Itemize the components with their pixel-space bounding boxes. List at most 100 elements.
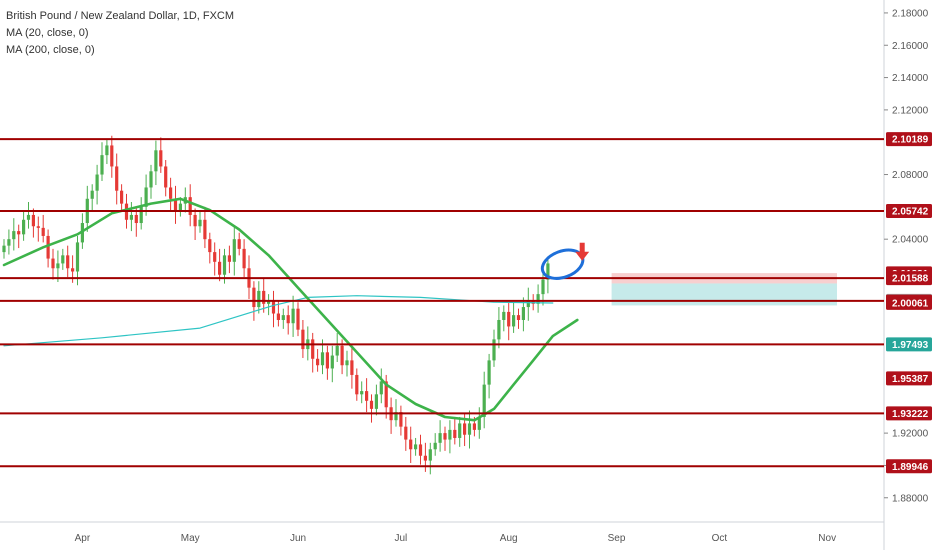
ma20-legend[interactable]: MA (20, close, 0) xyxy=(6,27,89,39)
candle-body[interactable] xyxy=(428,449,432,461)
candle-body[interactable] xyxy=(365,391,369,401)
candle-body[interactable] xyxy=(26,214,31,220)
candle-body[interactable] xyxy=(90,190,94,199)
candle-body[interactable] xyxy=(237,239,241,249)
candle-body[interactable] xyxy=(325,352,329,369)
price-tag[interactable] xyxy=(886,371,932,386)
candle-body[interactable] xyxy=(188,197,192,215)
candle-body[interactable] xyxy=(120,190,124,204)
candle-body[interactable] xyxy=(433,442,437,450)
candle-body[interactable] xyxy=(139,206,143,224)
candle-body[interactable] xyxy=(178,203,182,211)
candle-body[interactable] xyxy=(46,235,50,259)
annotations[interactable] xyxy=(538,242,590,284)
candle-body[interactable] xyxy=(51,258,55,269)
horizontal-levels[interactable] xyxy=(0,138,884,468)
price-tag[interactable] xyxy=(886,459,932,474)
candle-body[interactable] xyxy=(100,155,104,175)
candle-body[interactable] xyxy=(169,187,173,199)
candle-body[interactable] xyxy=(2,245,6,253)
candle-body[interactable] xyxy=(443,433,447,440)
candle-body[interactable] xyxy=(414,444,418,450)
candle-body[interactable] xyxy=(159,150,163,167)
candle-body[interactable] xyxy=(41,227,45,236)
candle-body[interactable] xyxy=(448,429,452,440)
ma200-legend[interactable]: MA (200, close, 0) xyxy=(6,44,95,56)
candle-body[interactable] xyxy=(360,391,364,395)
price-tag[interactable] xyxy=(886,271,932,286)
candle-body[interactable] xyxy=(36,226,40,228)
candle-body[interactable] xyxy=(222,255,227,275)
candle-body[interactable] xyxy=(423,455,427,461)
candle-body[interactable] xyxy=(262,290,266,304)
down-arrow-icon[interactable] xyxy=(575,251,590,261)
candle-body[interactable] xyxy=(242,248,246,269)
candle-body[interactable] xyxy=(467,423,472,435)
candle-body[interactable] xyxy=(384,381,388,408)
candle-body[interactable] xyxy=(257,290,261,308)
candle-body[interactable] xyxy=(399,412,403,427)
candle-body[interactable] xyxy=(355,374,359,395)
symbol-title[interactable]: British Pound / New Zealand Dollar, 1D, … xyxy=(6,10,235,22)
candle-body[interactable] xyxy=(271,300,276,314)
candle-body[interactable] xyxy=(95,174,99,191)
candle-body[interactable] xyxy=(129,214,133,220)
candle-body[interactable] xyxy=(438,433,442,443)
candle-body[interactable] xyxy=(472,423,476,430)
candle-body[interactable] xyxy=(458,423,462,438)
candle-body[interactable] xyxy=(56,263,60,269)
candle-body[interactable] xyxy=(12,231,16,240)
candle-body[interactable] xyxy=(374,394,378,409)
candle-body[interactable] xyxy=(115,166,119,191)
candle-body[interactable] xyxy=(134,214,138,224)
candle-body[interactable] xyxy=(149,171,153,188)
price-tag[interactable] xyxy=(886,295,932,310)
candle-body[interactable] xyxy=(340,345,344,366)
candle-body[interactable] xyxy=(487,360,491,385)
candle-body[interactable] xyxy=(61,255,65,264)
candle-body[interactable] xyxy=(394,412,398,421)
candle-body[interactable] xyxy=(276,313,280,320)
take-profit-zone[interactable] xyxy=(611,283,837,306)
candle-body[interactable] xyxy=(291,308,295,324)
candle-body[interactable] xyxy=(335,345,339,356)
candle-body[interactable] xyxy=(482,384,486,417)
candle-body[interactable] xyxy=(536,294,540,304)
time-axis[interactable]: Apr May Jun Jul Aug Sep Oct Nov xyxy=(75,533,836,544)
candle-body[interactable] xyxy=(164,166,168,188)
candle-body[interactable] xyxy=(267,300,271,304)
candle-body[interactable] xyxy=(512,315,516,327)
candle-body[interactable] xyxy=(17,231,21,235)
candle-body[interactable] xyxy=(75,242,80,272)
candle-body[interactable] xyxy=(345,360,349,366)
candle-body[interactable] xyxy=(541,279,545,295)
candle-body[interactable] xyxy=(31,214,35,227)
candle-body[interactable] xyxy=(286,315,290,324)
price-tag[interactable] xyxy=(886,406,932,421)
candle-body[interactable] xyxy=(316,358,320,366)
candle-body[interactable] xyxy=(71,268,75,272)
candle-body[interactable] xyxy=(502,311,506,320)
candle-body[interactable] xyxy=(213,252,217,262)
candle-body[interactable] xyxy=(281,315,285,320)
candle-body[interactable] xyxy=(507,311,511,327)
down-arrow-shaft[interactable] xyxy=(579,242,585,253)
price-tag[interactable] xyxy=(886,204,932,219)
candle-body[interactable] xyxy=(296,308,300,330)
candle-body[interactable] xyxy=(477,416,481,430)
candle-body[interactable] xyxy=(492,339,496,361)
candle-body[interactable] xyxy=(301,329,305,350)
candle-body[interactable] xyxy=(497,319,501,340)
candle-body[interactable] xyxy=(463,423,467,435)
candle-body[interactable] xyxy=(105,145,109,156)
candle-body[interactable] xyxy=(516,315,521,320)
candle-body[interactable] xyxy=(66,255,70,269)
candle-body[interactable] xyxy=(409,439,413,450)
candle-body[interactable] xyxy=(320,352,325,366)
price-axis[interactable]: 1.880001.900001.920002.040002.080002.120… xyxy=(884,8,932,504)
candle-body[interactable] xyxy=(144,187,148,207)
candle-body[interactable] xyxy=(110,145,114,167)
candle-body[interactable] xyxy=(404,426,408,440)
candle-body[interactable] xyxy=(173,198,178,211)
